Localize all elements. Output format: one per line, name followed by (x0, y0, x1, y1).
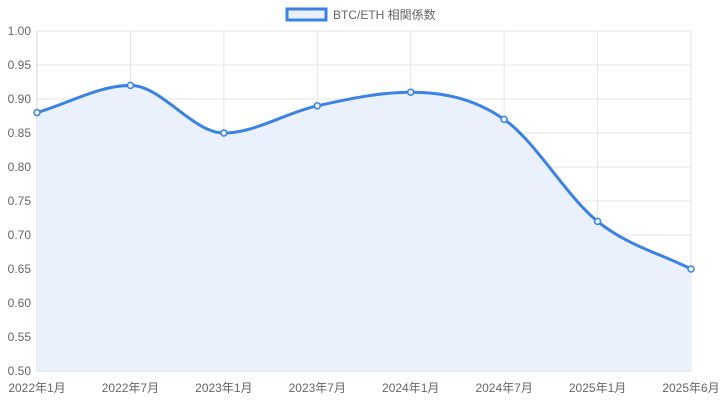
data-point[interactable] (126, 81, 135, 90)
y-tick-label: 0.50 (8, 364, 32, 378)
data-points (33, 81, 695, 273)
y-tick-label: 0.95 (8, 58, 32, 72)
x-axis-ticks: 2022年1月 2022年7月 2023年1月 2023年7月 2024年1月 2024年… (8, 381, 719, 395)
data-point[interactable] (406, 88, 415, 96)
y-tick-label: 0.90 (8, 92, 32, 106)
data-point[interactable] (33, 108, 41, 117)
x-tick-label: 2022年1月 (8, 381, 65, 395)
y-tick-label: 0.70 (8, 228, 32, 242)
x-tick-label: 2023年7月 (289, 381, 346, 395)
line-layer (35, 83, 693, 271)
x-tick-label: 2024年1月 (382, 381, 439, 395)
y-tick-label: 0.65 (8, 262, 32, 276)
area-layer (37, 85, 691, 372)
data-point[interactable] (687, 265, 695, 273)
data-point[interactable] (313, 102, 322, 110)
y-tick-label: 0.80 (8, 160, 32, 174)
y-tick-label: 0.85 (8, 126, 32, 140)
legend-label[interactable]: BTC/ETH 相関係数 (333, 7, 436, 22)
legend[interactable]: BTC/ETH 相関係数 (285, 7, 436, 22)
data-point[interactable] (593, 217, 602, 226)
x-tick-label: 2022年7月 (102, 381, 159, 395)
y-tick-label: 0.75 (8, 194, 32, 208)
y-tick-label: 0.55 (8, 330, 32, 344)
x-tick-label: 2023年1月 (195, 381, 252, 395)
legend-swatch[interactable] (285, 7, 328, 22)
data-point[interactable] (500, 115, 508, 124)
series-line (35, 83, 693, 271)
x-tick-label: 2025年1月 (569, 381, 626, 395)
y-tick-label: 1.00 (8, 24, 32, 38)
series-area (37, 85, 691, 372)
data-point[interactable] (220, 129, 228, 137)
x-tick-label: 2024年7月 (475, 381, 532, 395)
x-tick-label: 2025年6月 (662, 381, 719, 395)
y-tick-label: 0.60 (8, 296, 32, 310)
y-axis-ticks: 0.50 0.55 0.60 0.65 0.70 0.75 0.80 0.85 0.90 0.95… (8, 24, 32, 378)
